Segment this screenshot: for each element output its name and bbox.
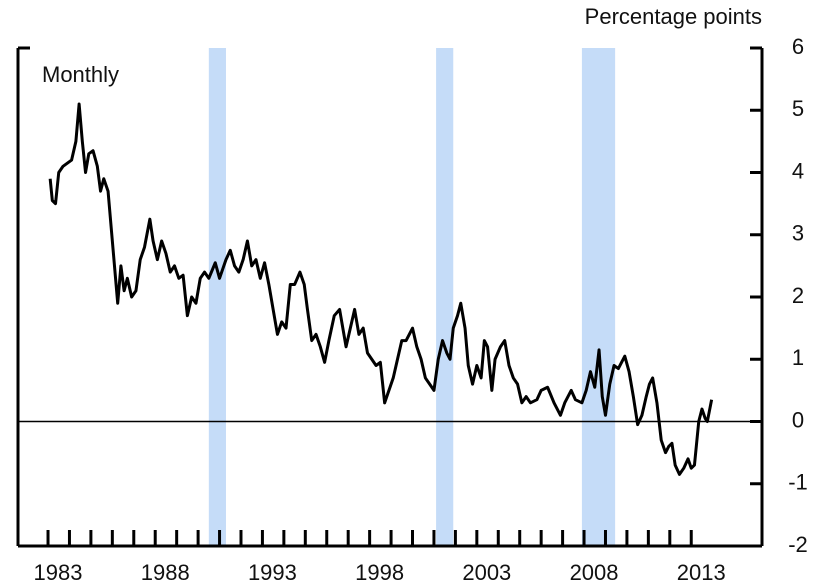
data-line xyxy=(48,102,714,476)
shaded-region xyxy=(208,48,226,546)
x-tick-label: 1998 xyxy=(355,560,404,585)
y-axis-label: Percentage points xyxy=(585,4,762,29)
y-tick-label: 6 xyxy=(792,34,804,59)
y-tick-label: -1 xyxy=(788,470,808,495)
y-tick-label: 4 xyxy=(792,158,804,183)
y-tick-label: 2 xyxy=(792,283,804,308)
x-tick-label: 2003 xyxy=(462,560,511,585)
x-tick-label: 1988 xyxy=(141,560,190,585)
x-tick-label: 1993 xyxy=(248,560,297,585)
shaded-region xyxy=(436,48,454,546)
annotation: Monthly xyxy=(42,62,119,87)
x-tick-label: 2008 xyxy=(570,560,619,585)
x-tick-label: 2013 xyxy=(677,560,726,585)
y-tick-label: -2 xyxy=(788,532,808,557)
y-tick-label: 5 xyxy=(792,96,804,121)
x-tick-label: 1983 xyxy=(34,560,83,585)
y-tick-label: 1 xyxy=(792,345,804,370)
y-tick-label: 3 xyxy=(792,221,804,246)
y-tick-label: 0 xyxy=(792,407,804,432)
shaded-region xyxy=(581,48,616,546)
